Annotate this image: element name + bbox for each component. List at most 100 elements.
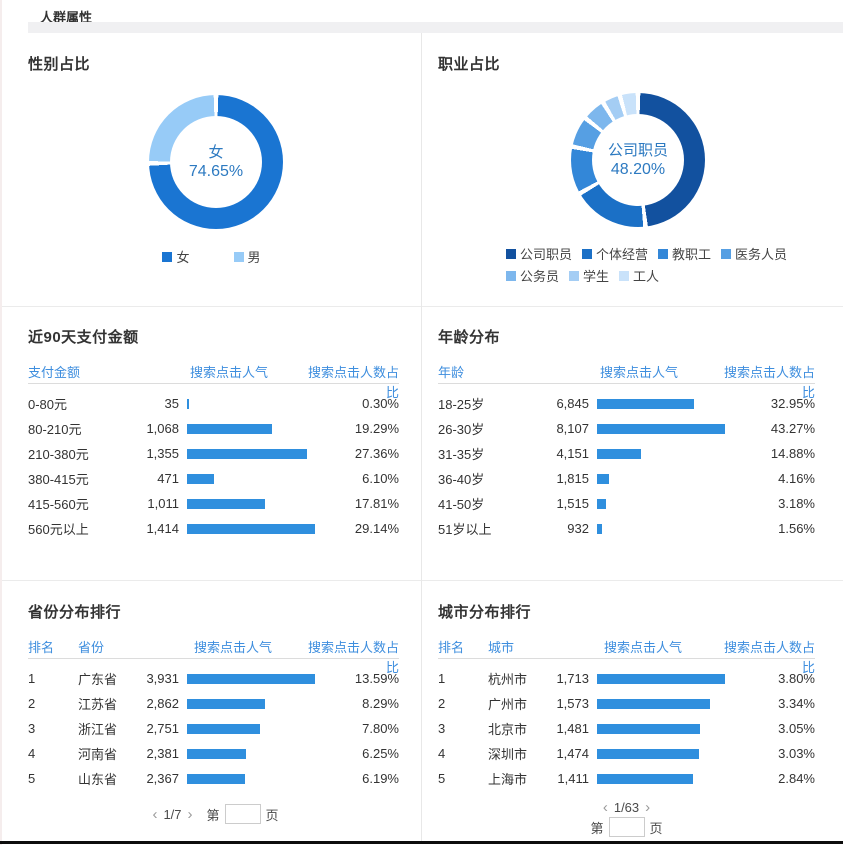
label-cell: 江苏省 [78,697,118,712]
value-cell: 4,151 [556,446,589,461]
page-jump-prefix: 第 [590,820,604,836]
donut-center-label: 公司职员 [607,141,668,159]
legend-item[interactable]: 公务员 [506,266,559,285]
legend-item[interactable]: 公司职员 [506,244,572,263]
value-cell: 1,414 [146,521,179,536]
column-header-pct-label: 搜索点击人数占比 [307,640,399,675]
value-bar [187,773,245,784]
value-cell: 2,381 [146,746,179,761]
value-cell: 2,862 [146,696,179,711]
page-indicator: 1/63 [613,800,640,815]
column-header-popularity[interactable]: 搜索点击人气 [193,640,272,655]
pct-cell: 7.80% [362,721,399,736]
pct-cell: 19.29% [354,421,399,436]
rank-cell: 5 [28,771,36,786]
table-header-row: 年龄 搜索点击人气 搜索点击人数占比 [438,363,815,400]
bar-cell [594,498,734,509]
label-cell: 广东省 [78,672,118,687]
table-header-row: 排名 省份 搜索点击人气 搜索点击人数占比 [28,638,399,675]
content-area: 性别占比 女 74.65% 女男 近90天支付金额 支付金额 搜索点击人气 搜索点击… [2,33,843,841]
value-cell: 1,815 [556,471,589,486]
column-header-label[interactable]: 城市 [488,640,515,655]
column-header-label[interactable]: 年龄 [438,365,465,380]
rank-cell: 2 [438,696,446,711]
legend-item[interactable]: 个体经营 [582,244,648,263]
value-bar [187,523,315,534]
value-bar [187,448,307,459]
rank-cell: 4 [28,746,36,761]
rank-cell: 1 [28,671,36,686]
pager-line: 第 页 [590,817,663,837]
section-title-payment: 近90天支付金额 [28,329,139,346]
value-cell: 35 [164,396,179,411]
legend-item[interactable]: 学生 [569,266,609,285]
legend-item[interactable]: 工人 [619,266,659,285]
column-header-popularity[interactable]: 搜索点击人气 [603,640,682,655]
legend-item[interactable]: 教职工 [658,244,711,263]
bar-cell [594,448,734,459]
column-header-pct[interactable]: 搜索点击人数占比 [724,638,815,675]
value-cell: 1,411 [557,771,589,786]
donut-hole: 女 74.65% [170,116,262,208]
prev-page-button[interactable]: ‹ [152,805,158,823]
page-jump: 第 页 [590,817,663,837]
bar-cell [594,698,734,709]
label-cell: 560元以上 [28,522,89,537]
table-row: 5 上海市 1,411 2.84% [438,766,815,791]
value-bar [597,498,606,509]
pct-cell: 3.34% [778,696,815,711]
legend-item[interactable]: 男 [233,247,261,266]
label-cell: 41-50岁 [438,497,485,512]
donut-center-value: 74.65% [188,162,244,180]
payment-table: 支付金额 搜索点击人气 搜索点击人数占比 0-80元 35 0.30% 80-210元 1,… [28,363,399,541]
rank-cell: 1 [438,671,446,686]
bar-cell [184,698,324,709]
legend-swatch-icon [721,248,732,259]
column-header-popularity[interactable]: 搜索点击人气 [599,365,678,380]
value-cell: 6,845 [556,396,589,411]
bar-cell [594,748,734,759]
pct-cell: 3.18% [778,496,815,511]
column-header-label[interactable]: 省份 [78,640,105,655]
legend-swatch-icon [162,251,173,262]
column-header-popularity[interactable]: 搜索点击人气 [189,365,268,380]
next-page-button[interactable]: › [187,805,193,823]
table-row: 41-50岁 1,515 3.18% [438,491,815,516]
gender-donut-chart: 女 74.65% [149,95,283,229]
column-header-rank[interactable]: 排名 [28,640,55,655]
value-cell: 1,474 [556,746,589,761]
column-header-label[interactable]: 支付金额 [28,365,81,380]
value-cell: 2,367 [146,771,179,786]
rank-cell: 2 [28,696,36,711]
prev-page-button[interactable]: ‹ [602,799,608,816]
page-jump-input[interactable] [224,804,261,824]
table-row: 4 河南省 2,381 6.25% [28,741,399,766]
legend-item[interactable]: 医务人员 [721,244,787,263]
value-bar [187,748,246,759]
value-bar [597,473,609,484]
legend-label: 教职工 [672,247,712,262]
column-header-pct[interactable]: 搜索点击人数占比 [308,638,399,675]
legend-swatch-icon [658,248,669,259]
page-jump-prefix: 第 [206,807,220,823]
city-table: 排名 城市 搜索点击人气 搜索点击人数占比 1 杭州市 1,713 3.80% 2 广州市 1,5… [438,638,815,791]
page-jump-input[interactable] [608,817,645,837]
column-header-pct[interactable]: 搜索点击人数占比 [724,363,815,400]
rank-cell: 5 [438,771,446,786]
value-bar [187,498,265,509]
value-cell: 8,107 [556,421,589,436]
label-cell: 415-560元 [28,497,89,512]
legend-item[interactable]: 女 [162,247,190,266]
table-body: 1 杭州市 1,713 3.80% 2 广州市 1,573 3.34% 3 北京市 1,481 3.0… [438,666,815,791]
table-row: 4 深圳市 1,474 3.03% [438,741,815,766]
bar-cell [594,398,734,409]
column-header-rank[interactable]: 排名 [438,640,465,655]
table-header-row: 支付金额 搜索点击人气 搜索点击人数占比 [28,363,399,400]
page-indicator: 1/7 [163,806,182,822]
pager-line: ‹ 1/63 › [599,799,654,816]
table-row: 36-40岁 1,815 4.16% [438,466,815,491]
section-title-city: 城市分布排行 [438,604,532,621]
value-cell: 1,011 [147,496,179,511]
next-page-button[interactable]: › [645,799,651,816]
column-header-pct[interactable]: 搜索点击人数占比 [308,363,399,400]
